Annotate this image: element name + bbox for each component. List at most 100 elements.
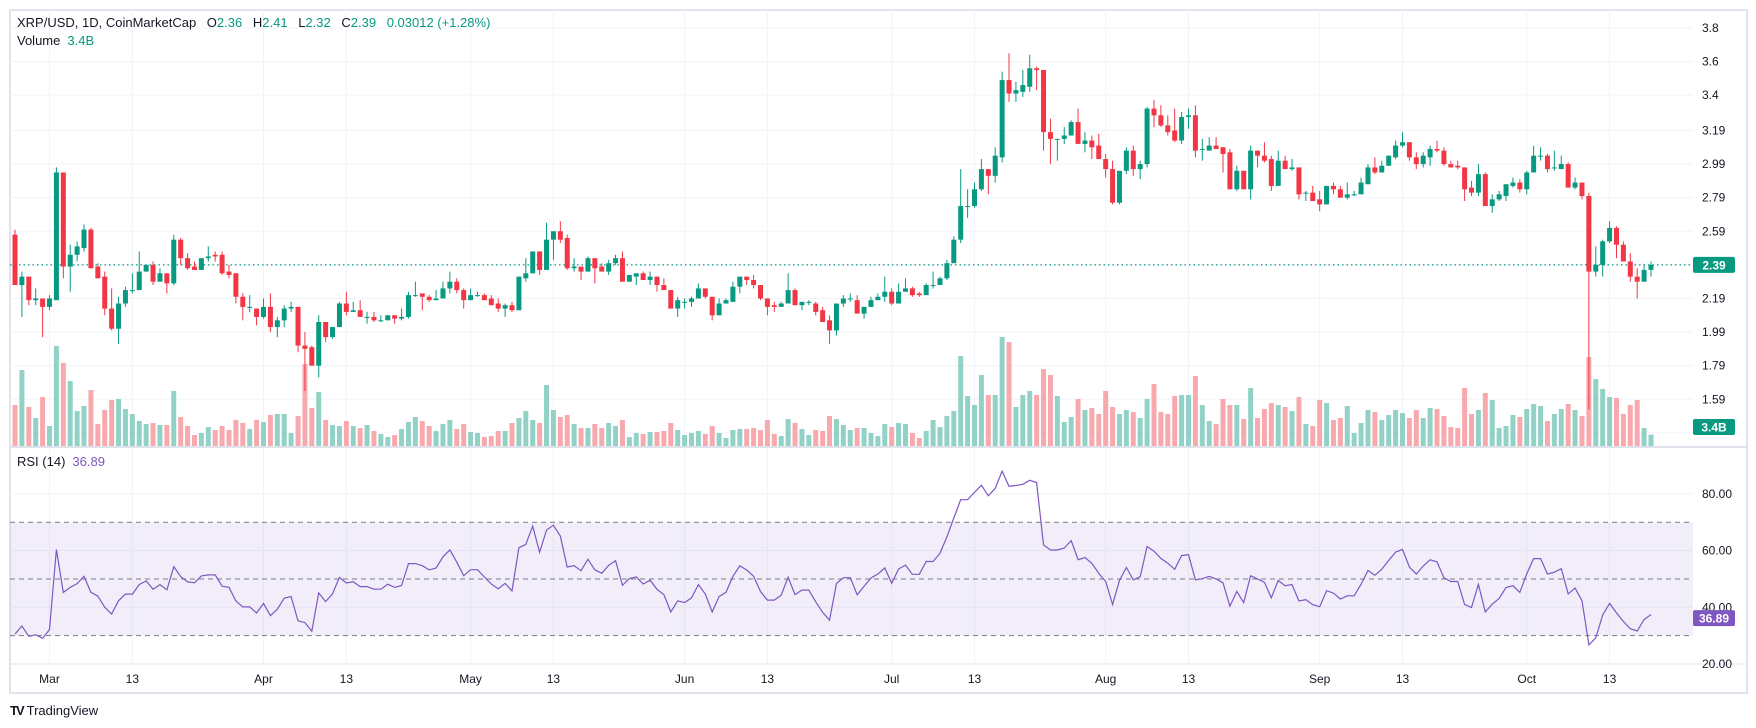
- volume-bar: [654, 432, 660, 446]
- candle: [399, 308, 405, 321]
- candle: [1517, 179, 1523, 193]
- candle: [1482, 172, 1488, 207]
- tradingview-logo[interactable]: TV TradingView: [10, 703, 98, 718]
- candle-body: [1517, 182, 1523, 190]
- candle: [1089, 135, 1095, 160]
- volume-bar: [302, 364, 308, 446]
- volume-bar: [1047, 375, 1053, 446]
- candle: [1496, 190, 1502, 202]
- candle-body: [827, 320, 833, 331]
- candle-body: [530, 251, 536, 274]
- candle-body: [1034, 68, 1040, 70]
- price-tick-label: 2.19: [1702, 291, 1726, 305]
- candle-body: [523, 273, 529, 279]
- candle: [233, 273, 239, 304]
- candle: [1027, 54, 1033, 92]
- volume-bar: [606, 423, 612, 446]
- candle: [1303, 190, 1309, 202]
- volume-bar: [1475, 410, 1481, 446]
- candle-body: [88, 229, 94, 269]
- volume-bar: [944, 416, 950, 446]
- candle: [157, 268, 163, 282]
- candle-body: [1275, 160, 1281, 186]
- candle-body: [350, 310, 356, 312]
- volume-bar: [695, 431, 701, 446]
- volume-bar: [364, 425, 370, 446]
- candle-body: [1137, 164, 1143, 170]
- volume-bar: [1565, 404, 1571, 446]
- price-tick-label: 1.59: [1702, 392, 1726, 406]
- candle-body: [454, 281, 460, 291]
- volume-bar: [1282, 407, 1288, 446]
- volume-bar: [67, 381, 73, 446]
- candle-body: [909, 288, 915, 296]
- volume-bar: [1489, 400, 1495, 446]
- volume-bar: [847, 430, 853, 446]
- volume-bar: [392, 435, 398, 446]
- volume-bar: [647, 432, 653, 446]
- candle: [419, 293, 425, 311]
- low-value: 2.32: [305, 15, 331, 30]
- candle: [999, 71, 1005, 163]
- candle-body: [212, 254, 218, 257]
- candle-body: [1317, 199, 1323, 205]
- volume-bar: [1544, 421, 1550, 446]
- volume-bar: [454, 429, 460, 446]
- candle-body: [1144, 108, 1150, 165]
- candle-body: [67, 254, 73, 267]
- candle-body: [1324, 185, 1330, 205]
- candle: [143, 264, 149, 272]
- volume-bar: [668, 423, 674, 446]
- candle-body: [1255, 150, 1261, 156]
- candle-body: [1544, 155, 1550, 170]
- volume-bar: [1096, 414, 1102, 446]
- volume-bar: [1144, 399, 1150, 446]
- volume-bar: [1261, 409, 1267, 446]
- candle-body: [385, 315, 391, 321]
- volume-bar: [1068, 417, 1074, 446]
- volume-bar: [1399, 413, 1405, 446]
- candle: [758, 285, 764, 301]
- candle: [619, 251, 625, 282]
- candle-body: [916, 293, 922, 296]
- candle-body: [1558, 164, 1564, 170]
- volume-bar: [1517, 417, 1523, 446]
- candle-body: [965, 206, 971, 208]
- candle-body: [1054, 138, 1060, 140]
- candle: [1199, 138, 1205, 161]
- candle: [364, 311, 370, 324]
- candle: [1358, 177, 1364, 195]
- volume-bar: [999, 337, 1005, 446]
- last-volume-tag-text: 3.4B: [1701, 421, 1727, 435]
- volume-bar: [758, 430, 764, 446]
- candle: [474, 291, 480, 297]
- candle-body: [1151, 108, 1157, 116]
- volume-bar: [571, 424, 577, 446]
- volume-bar: [1613, 398, 1619, 446]
- candle-body: [1075, 122, 1081, 144]
- candle: [972, 182, 978, 208]
- volume-bar: [785, 419, 791, 446]
- volume-bar: [923, 431, 929, 446]
- candle-body: [171, 239, 177, 284]
- volume-bar: [129, 414, 135, 446]
- volume-bar: [861, 428, 867, 446]
- time-tick-label: Sep: [1309, 672, 1331, 686]
- candle: [40, 298, 46, 338]
- rsi-value-tag: 36.89: [1693, 610, 1735, 627]
- volume-bar: [1137, 418, 1143, 446]
- candle-body: [102, 276, 108, 309]
- volume-bar: [1199, 405, 1205, 446]
- candle: [129, 273, 135, 294]
- open-value: 2.36: [216, 15, 243, 30]
- candle: [1110, 160, 1116, 205]
- volume-bar: [281, 414, 287, 446]
- volume-bar: [1241, 419, 1247, 446]
- candle-body: [33, 298, 39, 301]
- candle: [930, 271, 936, 289]
- volume-bar: [502, 431, 508, 446]
- candle-body: [1165, 125, 1171, 133]
- candle: [281, 305, 287, 328]
- volume-bar: [592, 424, 598, 446]
